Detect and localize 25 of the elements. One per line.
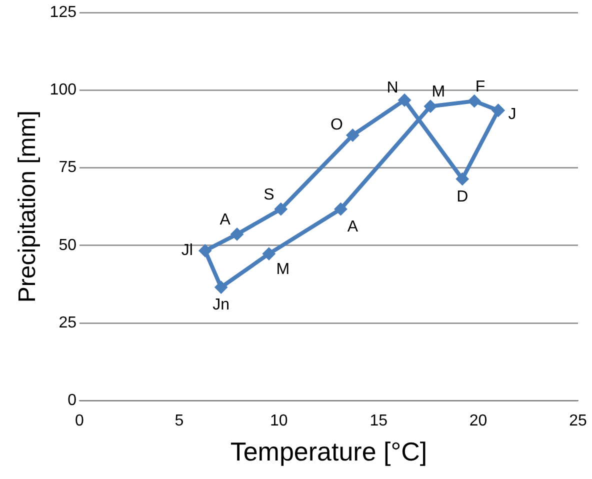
annotation: M (432, 84, 446, 101)
annotation: M (276, 261, 290, 278)
y-tick-label: 125 (50, 4, 77, 22)
y-tick-label: 50 (58, 236, 77, 254)
annotation: A (220, 212, 231, 229)
annotation: F (475, 78, 486, 96)
x-tick-label: 15 (370, 412, 388, 430)
annotation: N (386, 80, 398, 97)
annotation: A (347, 218, 358, 236)
y-axis-title: Precipitation [mm] (14, 110, 42, 303)
annotation: Jl (181, 242, 193, 260)
annotation: Jn (212, 296, 230, 314)
x-axis-title: Temperature [°C] (230, 436, 428, 467)
x-tick-label: 10 (270, 412, 288, 430)
y-tick-label: 0 (68, 392, 77, 410)
x-tick-label: 25 (569, 412, 587, 430)
annotation: O (330, 116, 343, 134)
y-tick-label: 100 (50, 82, 77, 99)
annotation: D (456, 188, 468, 206)
y-tick-label: 25 (58, 314, 77, 332)
y-tick-label: 75 (58, 159, 77, 176)
x-tick-label: 20 (469, 412, 488, 430)
x-tick-label: 5 (174, 412, 184, 430)
annotation: J (508, 106, 516, 123)
annotation: S (264, 186, 274, 204)
